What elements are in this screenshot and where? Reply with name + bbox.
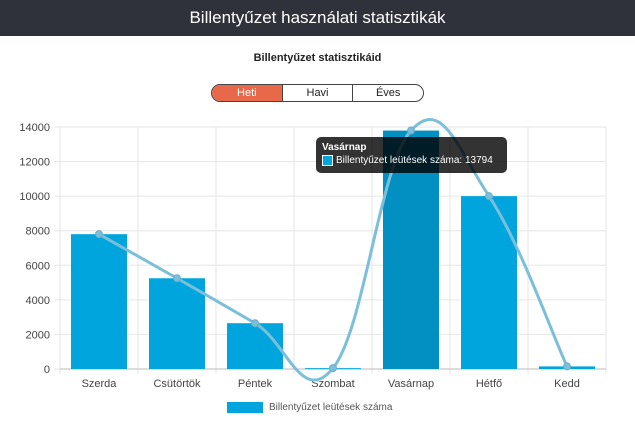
x-tick-label: Csütörtök xyxy=(153,378,201,390)
y-tick-label: 4000 xyxy=(26,295,50,307)
x-tick-label: Szombat xyxy=(311,378,354,390)
trend-point[interactable] xyxy=(485,192,493,201)
bar-csütörtök[interactable] xyxy=(149,278,205,369)
period-selector: Heti Havi Éves xyxy=(211,84,424,102)
tab-monthly[interactable]: Havi xyxy=(283,85,354,101)
chart-legend[interactable]: Billentyűzet leütések száma xyxy=(227,402,392,413)
bar-péntek[interactable] xyxy=(227,323,283,369)
x-tick-label: Kedd xyxy=(554,378,580,390)
x-tick-label: Hétfő xyxy=(476,378,502,390)
tab-yearly[interactable]: Éves xyxy=(375,87,401,99)
legend-swatch-icon xyxy=(227,402,263,413)
trend-point[interactable] xyxy=(251,319,259,328)
x-tick-label: Péntek xyxy=(238,378,273,390)
trend-point[interactable] xyxy=(95,230,103,239)
tooltip-title: Vasárnap xyxy=(322,142,367,153)
trend-point[interactable] xyxy=(173,274,181,283)
x-tick-label: Vasárnap xyxy=(388,378,434,390)
app-title: Billentyűzet használati statisztikák xyxy=(189,8,446,27)
bar-hétfő[interactable] xyxy=(461,196,517,369)
chart-tooltip: Vasárnap Billentyűzet leütések száma: 13… xyxy=(316,137,507,173)
trend-point[interactable] xyxy=(407,126,415,135)
tooltip-value: Billentyűzet leütések száma: 13794 xyxy=(336,155,493,166)
y-tick-label: 10000 xyxy=(19,191,50,203)
app-title-bar: Billentyűzet használati statisztikák xyxy=(0,0,635,36)
x-tick-label: Szerda xyxy=(82,378,118,390)
trend-point[interactable] xyxy=(329,364,337,373)
chart-title: Billentyűzet statisztikáid xyxy=(253,52,382,64)
y-tick-label: 0 xyxy=(44,364,50,376)
trend-point[interactable] xyxy=(563,362,571,371)
y-tick-label: 2000 xyxy=(26,329,50,341)
y-tick-label: 12000 xyxy=(19,157,50,169)
y-tick-label: 14000 xyxy=(19,122,50,134)
y-tick-label: 6000 xyxy=(26,260,50,272)
tooltip-color-swatch-icon xyxy=(322,155,333,166)
legend-label: Billentyűzet leütések száma xyxy=(269,402,393,413)
tab-weekly[interactable]: Heti xyxy=(212,85,283,101)
y-tick-label: 8000 xyxy=(26,226,50,238)
bar-szerda[interactable] xyxy=(71,234,127,369)
